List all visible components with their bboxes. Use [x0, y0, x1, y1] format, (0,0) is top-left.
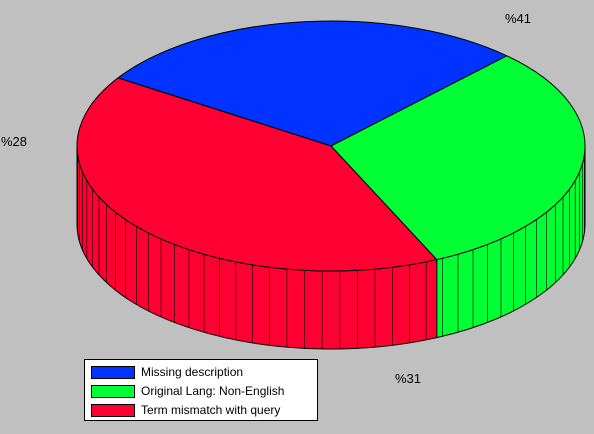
legend: Missing description Original Lang: Non-E… [84, 359, 318, 421]
legend-item-missing-description: Missing description [91, 363, 317, 381]
slice-percent-label: %41 [505, 11, 531, 26]
legend-label: Missing description [141, 365, 243, 379]
legend-label: Original Lang: Non-English [141, 384, 284, 398]
legend-label: Term mismatch with query [141, 403, 280, 417]
legend-item-term-mismatch: Term mismatch with query [91, 401, 317, 419]
slice-percent-label: %31 [395, 371, 421, 386]
legend-swatch [91, 404, 135, 417]
pie-top [77, 21, 585, 271]
legend-swatch [91, 366, 135, 379]
slice-percent-label: %28 [1, 134, 27, 149]
legend-swatch [91, 385, 135, 398]
legend-item-original-lang: Original Lang: Non-English [91, 382, 317, 400]
